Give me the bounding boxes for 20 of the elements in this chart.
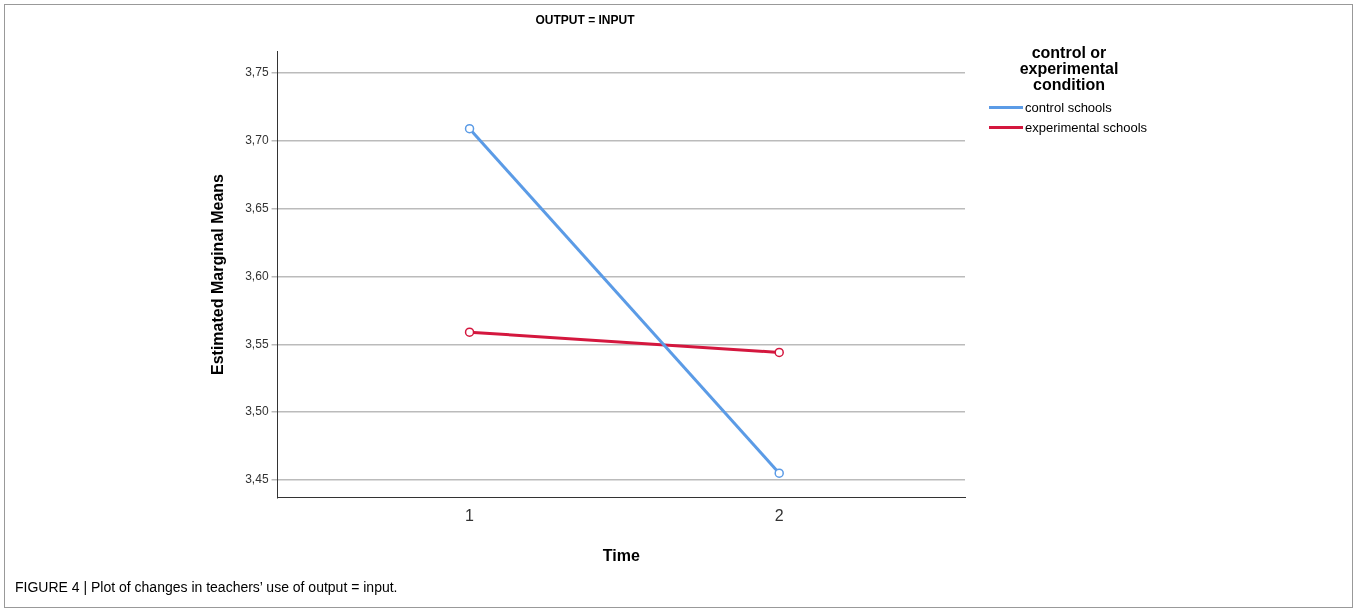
y-tick-label: 3,65 — [245, 201, 269, 216]
x-tick-label: 1 — [465, 506, 475, 524]
x-tick-label: 2 — [774, 506, 784, 524]
y-tick-label: 3,60 — [245, 268, 269, 283]
y-tick-label: 3,55 — [245, 336, 269, 351]
point — [464, 327, 475, 337]
caption: FIGURE 4 | Plot of changes in teachers’ use of output = input. — [15, 579, 398, 595]
y-tick-label: 3,50 — [245, 404, 269, 419]
x-axis-title: Time — [602, 546, 640, 564]
y-tick-label: 3,75 — [245, 65, 269, 80]
legend-label: control schools — [1025, 99, 1112, 115]
y-tick-label: 3,70 — [245, 133, 269, 148]
y-tick-label: 3,45 — [245, 472, 269, 487]
legend-title: control or experimental condition — [1018, 44, 1120, 93]
y-axis-title: Estimated Marginal Means — [209, 173, 227, 375]
legend-label: experimental schools — [1025, 119, 1148, 135]
point — [774, 347, 784, 358]
point — [464, 123, 475, 134]
chart-title: OUTPUT = INPUT — [535, 12, 636, 27]
point — [774, 468, 784, 478]
